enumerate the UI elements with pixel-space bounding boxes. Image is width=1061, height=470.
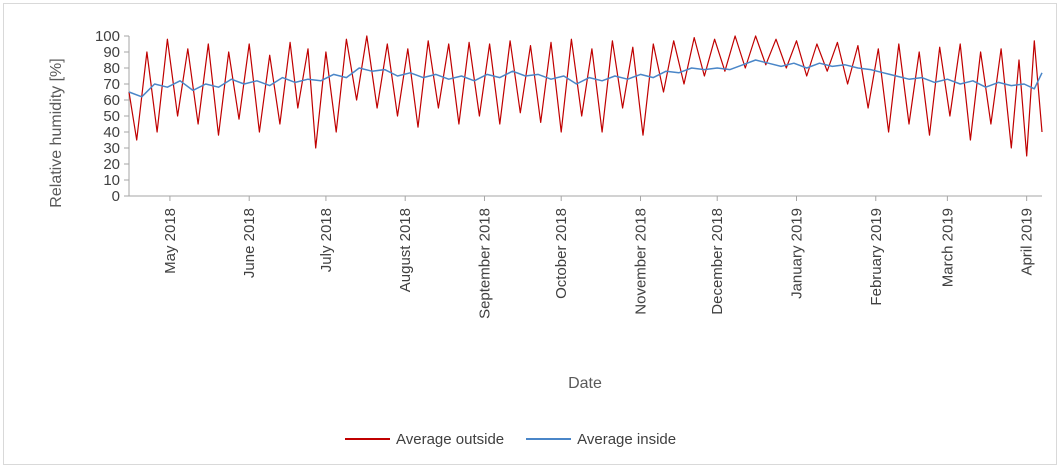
x-tick-label: January 2019 [788, 208, 805, 299]
x-axis: May 2018 June 2018 July 2018 August 2018 Sep… [129, 195, 1042, 319]
series-line-inside [128, 59, 1043, 98]
chart-frame [3, 3, 1057, 465]
legend-item-outside: Average outside [345, 431, 504, 448]
x-tick-label: March 2019 [939, 208, 956, 287]
y-tick-label: 80 [103, 60, 120, 77]
x-tick-label: December 2018 [709, 208, 726, 315]
x-tick-label: February 2019 [868, 208, 885, 306]
y-tick-label: 30 [103, 140, 120, 157]
x-axis-title: Date [568, 375, 602, 392]
y-tick-label: 50 [103, 108, 120, 125]
y-tick-label: 100 [95, 28, 120, 45]
legend: Average outside Average inside [345, 428, 698, 450]
legend-item-inside: Average inside [526, 431, 676, 448]
y-tick-label: 20 [103, 156, 120, 173]
x-tick-label: October 2018 [553, 208, 570, 299]
x-tick-label: August 2018 [397, 208, 414, 292]
x-tick-label: September 2018 [476, 208, 493, 319]
legend-swatch-outside [345, 438, 390, 440]
y-axis-title: Relative humidity [%] [48, 58, 65, 207]
y-tick-label: 0 [112, 188, 120, 205]
x-tick-label: July 2018 [318, 208, 335, 272]
y-tick-label: 70 [103, 76, 120, 93]
series-line-outside [128, 35, 1043, 157]
legend-label-outside: Average outside [396, 430, 505, 448]
x-tick-label: November 2018 [632, 208, 649, 315]
y-tick-label: 10 [103, 172, 120, 189]
y-tick-label: 40 [103, 124, 120, 141]
y-tick-label: 60 [103, 92, 120, 109]
y-tick-label: 90 [103, 44, 120, 61]
x-tick-label: April 2019 [1019, 208, 1036, 276]
x-tick-label: June 2018 [241, 208, 258, 278]
legend-swatch-inside [526, 438, 572, 440]
x-tick-label: May 2018 [162, 208, 179, 274]
series-layer [128, 35, 1043, 157]
legend-label-inside: Average inside [577, 430, 677, 448]
